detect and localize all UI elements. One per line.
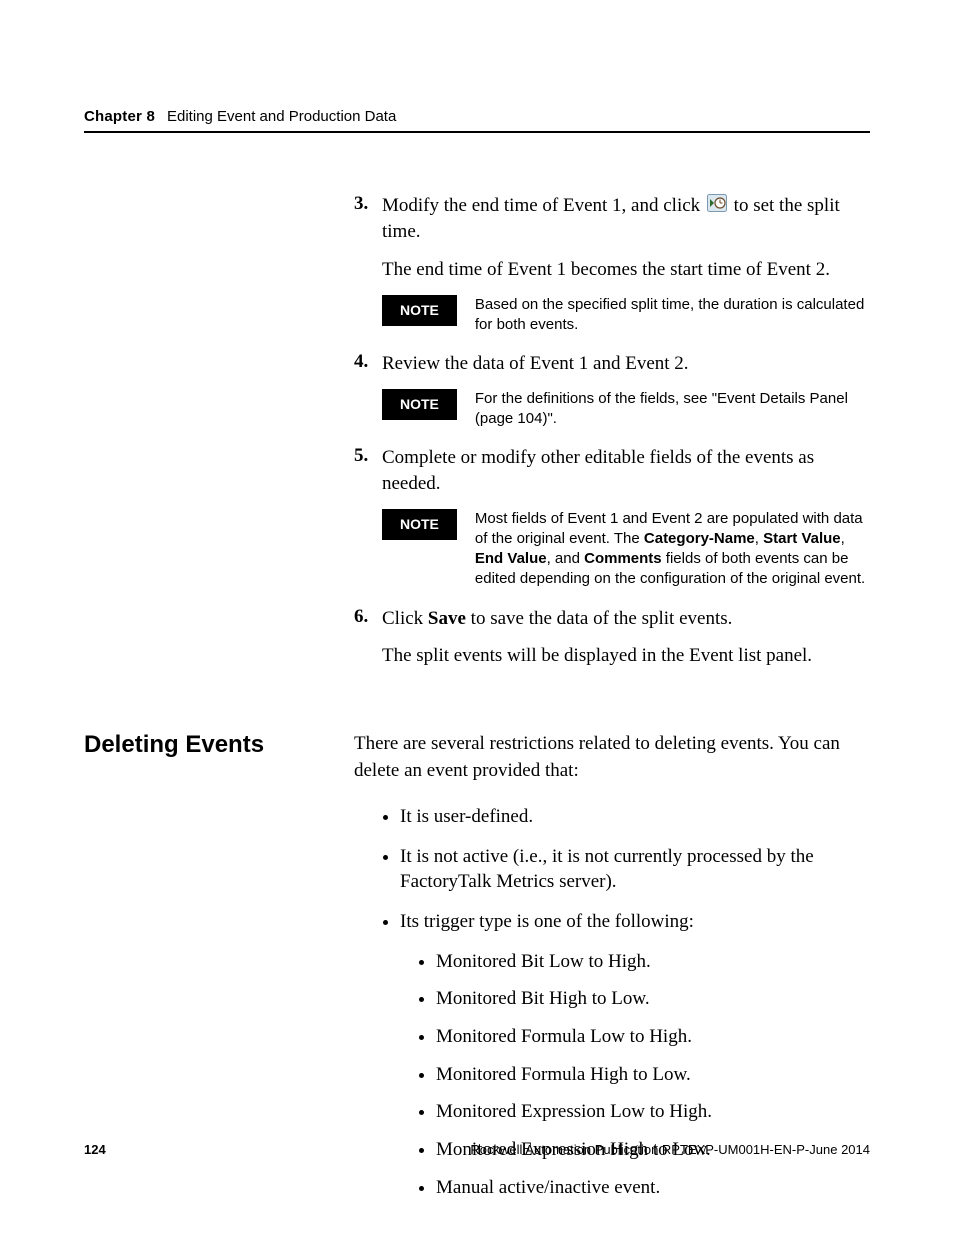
step-text: Review the data of Event 1 and Event 2. (382, 351, 870, 377)
step-3: 3. Modify the end time of Event 1, and c… (354, 193, 870, 345)
section-intro: There are several restrictions related t… (354, 731, 870, 784)
note-part: , and (547, 550, 585, 567)
note-part: , (755, 530, 763, 547)
set-split-time-icon (707, 194, 727, 220)
step-followup: The end time of Event 1 becomes the star… (382, 257, 870, 283)
note-row: NOTE For the definitions of the fields, … (382, 389, 870, 430)
note-bold: Start Value (763, 530, 841, 547)
step-body: Review the data of Event 1 and Event 2. … (382, 351, 870, 439)
step-text: Click Save to save the data of the split… (382, 606, 870, 632)
sub-bullet-list: Monitored Bit Low to High. Monitored Bit… (400, 949, 870, 1200)
sub-bullet-item: Monitored Expression Low to High. (436, 1099, 870, 1125)
step-text-bold: Save (428, 608, 466, 629)
section-heading: Deleting Events (84, 731, 354, 759)
note-bold: Comments (584, 550, 662, 567)
note-text: Most fields of Event 1 and Event 2 are p… (475, 509, 870, 590)
sub-bullet-item: Monitored Formula Low to High. (436, 1024, 870, 1050)
note-badge: NOTE (382, 295, 457, 326)
bullet-item: It is user-defined. (400, 804, 870, 830)
step-text: Modify the end time of Event 1, and clic… (382, 193, 870, 245)
sub-bullet-item: Monitored Bit High to Low. (436, 986, 870, 1012)
page: Chapter 8 Editing Event and Production D… (0, 0, 954, 1235)
step-body: Complete or modify other editable fields… (382, 445, 870, 599)
step-number: 6. (354, 606, 382, 681)
step-6: 6. Click Save to save the data of the sp… (354, 606, 870, 681)
step-5: 5. Complete or modify other editable fie… (354, 445, 870, 599)
header-rule (84, 131, 870, 133)
bullet-item: It is not active (i.e., it is not curren… (400, 844, 870, 895)
step-4: 4. Review the data of Event 1 and Event … (354, 351, 870, 439)
running-header: Chapter 8 Editing Event and Production D… (84, 108, 870, 125)
right-body-column: 3. Modify the end time of Event 1, and c… (354, 193, 870, 687)
step-body: Click Save to save the data of the split… (382, 606, 870, 681)
note-text: For the definitions of the fields, see "… (475, 389, 870, 430)
step-body: Modify the end time of Event 1, and clic… (382, 193, 870, 345)
step-text-before: Modify the end time of Event 1, and clic… (382, 195, 705, 216)
note-row: NOTE Based on the specified split time, … (382, 295, 870, 336)
step-number: 5. (354, 445, 382, 599)
step-number: 4. (354, 351, 382, 439)
note-row: NOTE Most fields of Event 1 and Event 2 … (382, 509, 870, 590)
chapter-title: Editing Event and Production Data (167, 108, 396, 125)
step-number: 3. (354, 193, 382, 345)
step-text-suffix: to save the data of the split events. (466, 608, 732, 629)
step-text: Complete or modify other editable fields… (382, 445, 870, 496)
note-badge: NOTE (382, 389, 457, 420)
sub-bullet-item: Monitored Formula High to Low. (436, 1062, 870, 1088)
publication-id: Rockwell Automation Publication RPTEXP-U… (470, 1142, 870, 1157)
footer: 124 Rockwell Automation Publication RPTE… (84, 1142, 870, 1157)
sub-bullet-item: Manual active/inactive event. (436, 1175, 870, 1201)
step-text-prefix: Click (382, 608, 428, 629)
step-followup: The split events will be displayed in th… (382, 643, 870, 669)
bullet-text: Its trigger type is one of the following… (400, 911, 694, 932)
note-text: Based on the specified split time, the d… (475, 295, 870, 336)
bullet-list: It is user-defined. It is not active (i.… (354, 804, 870, 1200)
sub-bullet-item: Monitored Bit Low to High. (436, 949, 870, 975)
note-badge: NOTE (382, 509, 457, 540)
left-margin-column (84, 193, 354, 687)
main-content: 3. Modify the end time of Event 1, and c… (84, 193, 870, 687)
page-number: 124 (84, 1142, 106, 1157)
note-part: , (841, 530, 845, 547)
note-bold: Category-Name (644, 530, 755, 547)
chapter-label: Chapter 8 (84, 108, 155, 125)
note-bold: End Value (475, 550, 547, 567)
